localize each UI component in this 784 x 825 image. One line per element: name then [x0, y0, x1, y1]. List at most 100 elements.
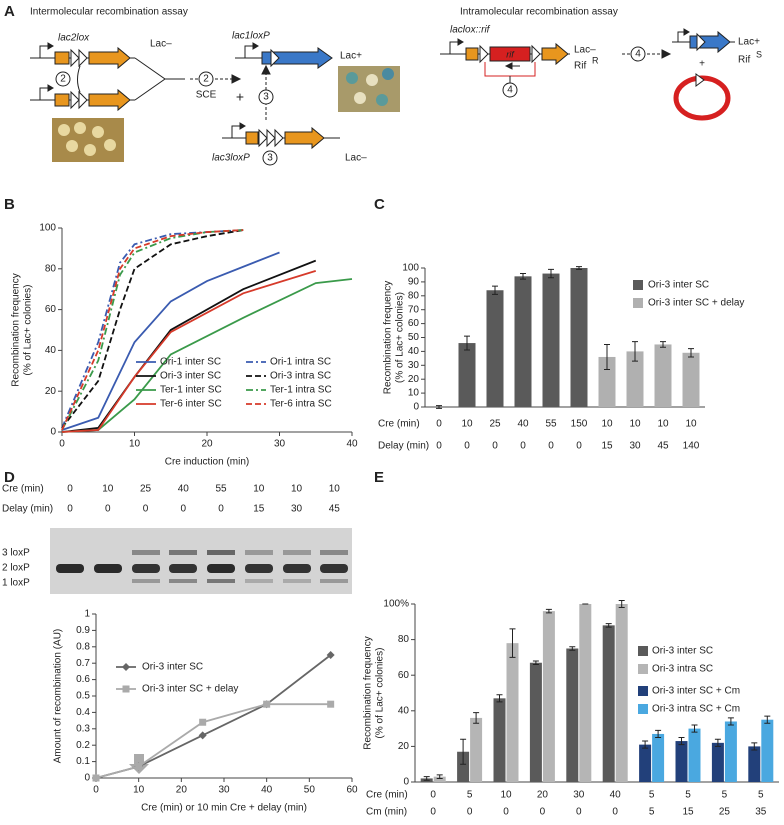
x-row-value: 0: [576, 441, 582, 452]
error-bar: [714, 738, 721, 747]
label: 4: [507, 85, 513, 96]
x-row-value: 5: [649, 807, 655, 818]
legend-swatch: [638, 664, 648, 674]
y-tick-label: 0.7: [76, 658, 90, 669]
bar: [433, 776, 446, 782]
x-tick-label: 0: [93, 785, 99, 796]
line: [61, 229, 244, 429]
x-row-value: 30: [573, 790, 585, 801]
error-bar: [727, 717, 734, 726]
x-tick-label: 20: [176, 785, 188, 796]
x-axis-label: Cre induction (min): [165, 457, 249, 468]
error-bar: [492, 285, 498, 295]
label: Lac–: [574, 45, 596, 56]
bar: [602, 625, 615, 782]
title: Intramolecular recombination assay: [460, 7, 618, 18]
y-axis-label: Recombination frequency: [383, 281, 394, 394]
y-axis-label: (% of Lac+ colonies): [375, 648, 386, 739]
error-bar: [691, 724, 698, 733]
y-axis-label: Amount of recombination (AU): [53, 629, 64, 764]
gel-row-label: Cre (min): [2, 484, 44, 495]
error-bar: [618, 599, 625, 609]
gel-row-value: 10: [291, 484, 303, 495]
y-axis-label: (% of Lac+ colonies): [395, 292, 406, 383]
y-tick-label: 50: [408, 332, 420, 343]
label: 2: [60, 74, 66, 85]
bar: [748, 746, 761, 782]
x-row-value: 25: [719, 807, 731, 818]
error-bar: [464, 335, 470, 351]
y-tick-label: 10: [408, 388, 420, 399]
bar: [579, 604, 592, 782]
label: SCE: [196, 90, 217, 101]
line: [61, 229, 244, 431]
error-bar: [642, 740, 649, 749]
bar: [457, 751, 470, 782]
y-tick-label: 0.5: [76, 691, 90, 702]
legend-label: Ori-3 inter SC: [652, 646, 713, 657]
error-bar: [423, 776, 430, 781]
x-row-value: 10: [629, 419, 641, 430]
gel-band-label: 2 loxP: [2, 563, 30, 574]
legend-label: Ter-1 inter SC: [160, 385, 222, 396]
x-row-value: 10: [685, 419, 697, 430]
x-row-value: 0: [503, 807, 509, 818]
label: Lac–: [150, 39, 172, 50]
label: Lac–: [345, 153, 367, 164]
y-tick-label: 100: [39, 223, 56, 234]
bar: [711, 742, 724, 782]
label: Lac+: [738, 37, 760, 48]
error-bar: [678, 737, 685, 746]
x-row-value: 0: [612, 807, 618, 818]
error-bar: [688, 348, 694, 358]
bar: [724, 721, 737, 782]
bar: [566, 648, 579, 782]
error-bar: [473, 712, 480, 724]
bar: [570, 268, 588, 407]
bar: [682, 352, 700, 407]
y-tick-label: 20: [408, 374, 420, 385]
gel-row-value: 15: [253, 504, 265, 515]
x-row-label: Cre (min): [378, 419, 420, 430]
x-tick-label: 40: [346, 439, 358, 450]
x-row-value: 55: [545, 419, 557, 430]
gel-row-label: Delay (min): [2, 504, 53, 515]
gel-row-value: 40: [178, 484, 190, 495]
x-row-value: 0: [576, 807, 582, 818]
y-tick-label: 80: [45, 263, 57, 274]
error-bar: [496, 694, 503, 703]
bar: [506, 643, 519, 782]
error-bar: [520, 273, 526, 280]
marker: [199, 718, 207, 726]
gel-row-value: 0: [67, 484, 73, 495]
y-tick-label: 90: [408, 277, 420, 288]
error-bar: [660, 341, 666, 348]
label: rif: [506, 49, 515, 59]
legend-label: Ter-1 intra SC: [270, 385, 332, 396]
x-row-value: 5: [722, 790, 728, 801]
panel-label: D: [4, 469, 15, 486]
error-bar: [569, 646, 576, 651]
bar: [493, 698, 506, 782]
error-bar: [532, 660, 539, 666]
error-bar: [764, 715, 771, 724]
bar: [458, 343, 476, 407]
marker: [327, 700, 335, 708]
label: +: [236, 89, 244, 105]
error-bar: [655, 729, 662, 738]
label: 2: [203, 74, 209, 85]
x-row-label: Cre (min): [366, 790, 408, 801]
x-row-value: 5: [467, 790, 473, 801]
y-axis-label: Recombination frequency: [363, 636, 374, 749]
y-axis-label: (% of Lac+ colonies): [23, 285, 34, 376]
x-tick-label: 60: [346, 785, 358, 796]
bar: [626, 351, 644, 407]
x-row-value: 0: [540, 807, 546, 818]
y-tick-label: 0: [413, 402, 419, 413]
y-tick-label: 100%: [383, 599, 409, 610]
y-tick-label: 100: [402, 263, 419, 274]
legend-label: Ter-6 intra SC: [270, 399, 332, 410]
x-row-value: 35: [755, 807, 767, 818]
label: lac3loxP: [212, 153, 250, 164]
gel-row-value: 0: [218, 504, 224, 515]
